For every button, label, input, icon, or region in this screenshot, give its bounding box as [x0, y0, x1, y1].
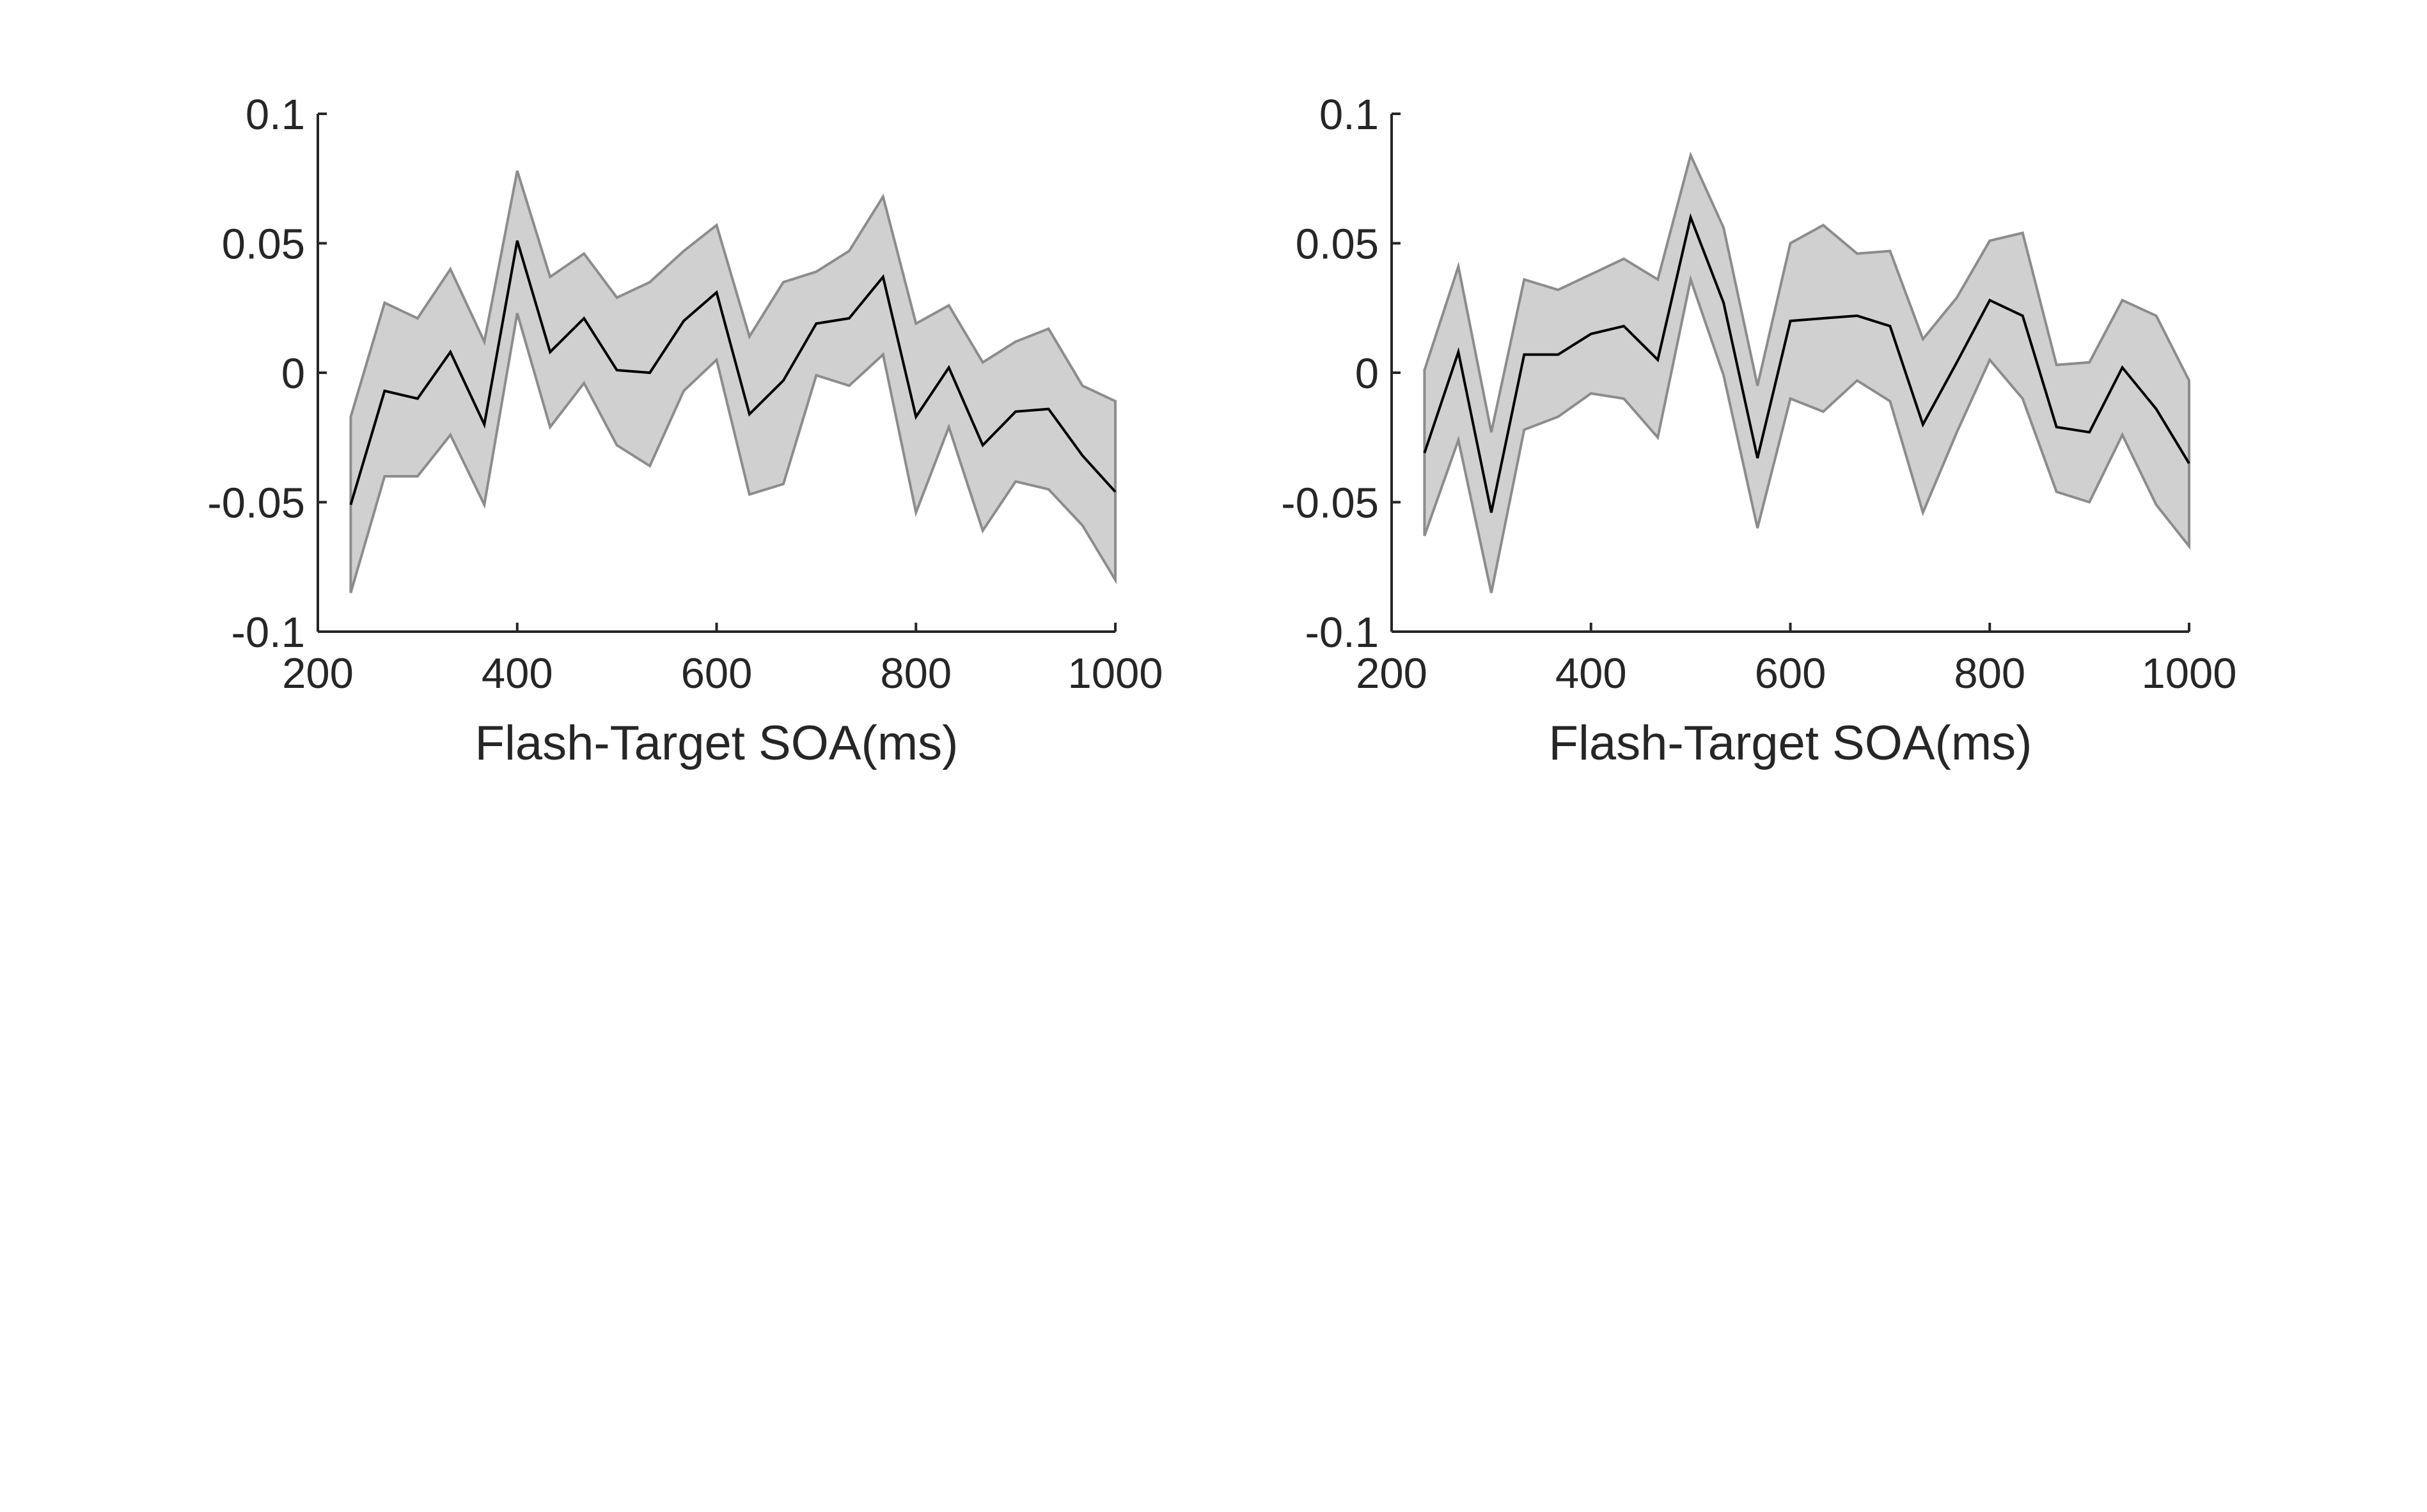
confidence-band — [1423, 151, 2190, 593]
x-tick-label: 200 — [282, 650, 354, 698]
y-tick-label: 0.05 — [1296, 221, 1379, 269]
x-axis-label: Flash-Target SOA(ms) — [1549, 716, 2032, 770]
x-tick-label: 600 — [1755, 650, 1826, 698]
y-tick-label: 0 — [1355, 350, 1379, 398]
mean-line — [1423, 213, 2190, 513]
confidence-band — [349, 170, 1117, 593]
x-tick-label: 1000 — [1067, 650, 1163, 698]
y-tick-label: 0 — [281, 350, 305, 398]
y-tick-label: 0.05 — [222, 221, 305, 269]
tick-group: 200 400 600 800 1000 0.1 0.05 0 -0.05 -0.1 — [207, 91, 1163, 698]
y-tick-label: -0.1 — [232, 609, 305, 657]
y-tick-label: -0.05 — [207, 479, 305, 527]
y-tick-label: -0.05 — [1281, 479, 1379, 527]
chart-panel-right: 200 400 600 800 1000 0.1 0.05 0 -0.05 -0.1 Flash-… — [1281, 91, 2236, 770]
x-tick-label: 600 — [681, 650, 753, 698]
x-tick-label: 1000 — [2141, 650, 2236, 698]
x-tick-label: 800 — [880, 650, 952, 698]
y-tick-label: -0.1 — [1305, 609, 1379, 657]
x-tick-label: 400 — [482, 650, 553, 698]
y-tick-label: 0.1 — [246, 91, 305, 139]
x-tick-label: 400 — [1555, 650, 1627, 698]
x-tick-label: 200 — [1356, 650, 1427, 698]
x-tick-label: 800 — [1954, 650, 2025, 698]
chart-panel-left: 200 400 600 800 1000 0.1 0.05 0 -0.05 -0.1 Flash-… — [207, 91, 1163, 770]
mean-line — [349, 240, 1117, 506]
y-tick-label: 0.1 — [1319, 91, 1379, 139]
x-axis-label: Flash-Target SOA(ms) — [475, 716, 959, 770]
tick-group: 200 400 600 800 1000 0.1 0.05 0 -0.05 -0.1 — [1281, 91, 2236, 698]
